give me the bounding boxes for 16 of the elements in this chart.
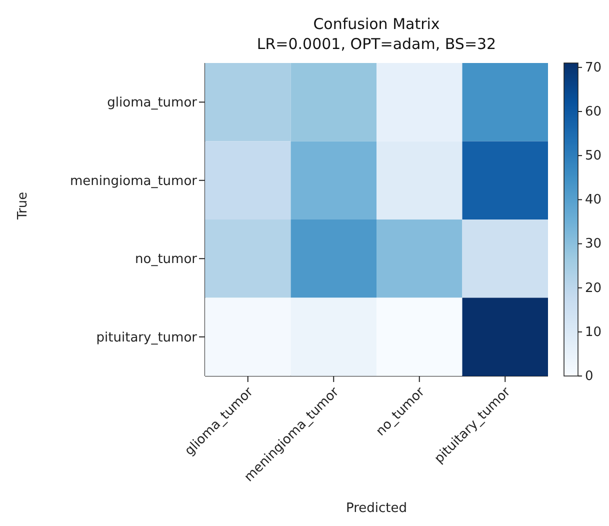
color-bar-label: 0 <box>585 369 594 384</box>
color-bar-label: 10 <box>585 324 602 340</box>
x-axis-title: Predicted <box>346 501 408 516</box>
color-bar-label: 50 <box>585 148 602 164</box>
color-bar-label: 20 <box>585 280 602 296</box>
y-tick-label: glioma_tumor <box>107 96 198 111</box>
y-axis-title: True <box>16 192 31 220</box>
chart-subtitle: LR=0.0001, OPT=adam, BS=32 <box>256 34 498 54</box>
y-tick-label: meningioma_tumor <box>70 174 198 189</box>
y-tick-label: pituitary_tumor <box>96 330 198 346</box>
color-bar-label: 60 <box>585 104 602 120</box>
color-bar-label: 70 <box>585 60 602 76</box>
color-bar-label: 30 <box>585 236 602 252</box>
color-bar-label: 40 <box>585 192 602 208</box>
y-tick-label: no_tumor <box>135 252 198 268</box>
chart-title: Confusion Matrix <box>312 14 441 34</box>
